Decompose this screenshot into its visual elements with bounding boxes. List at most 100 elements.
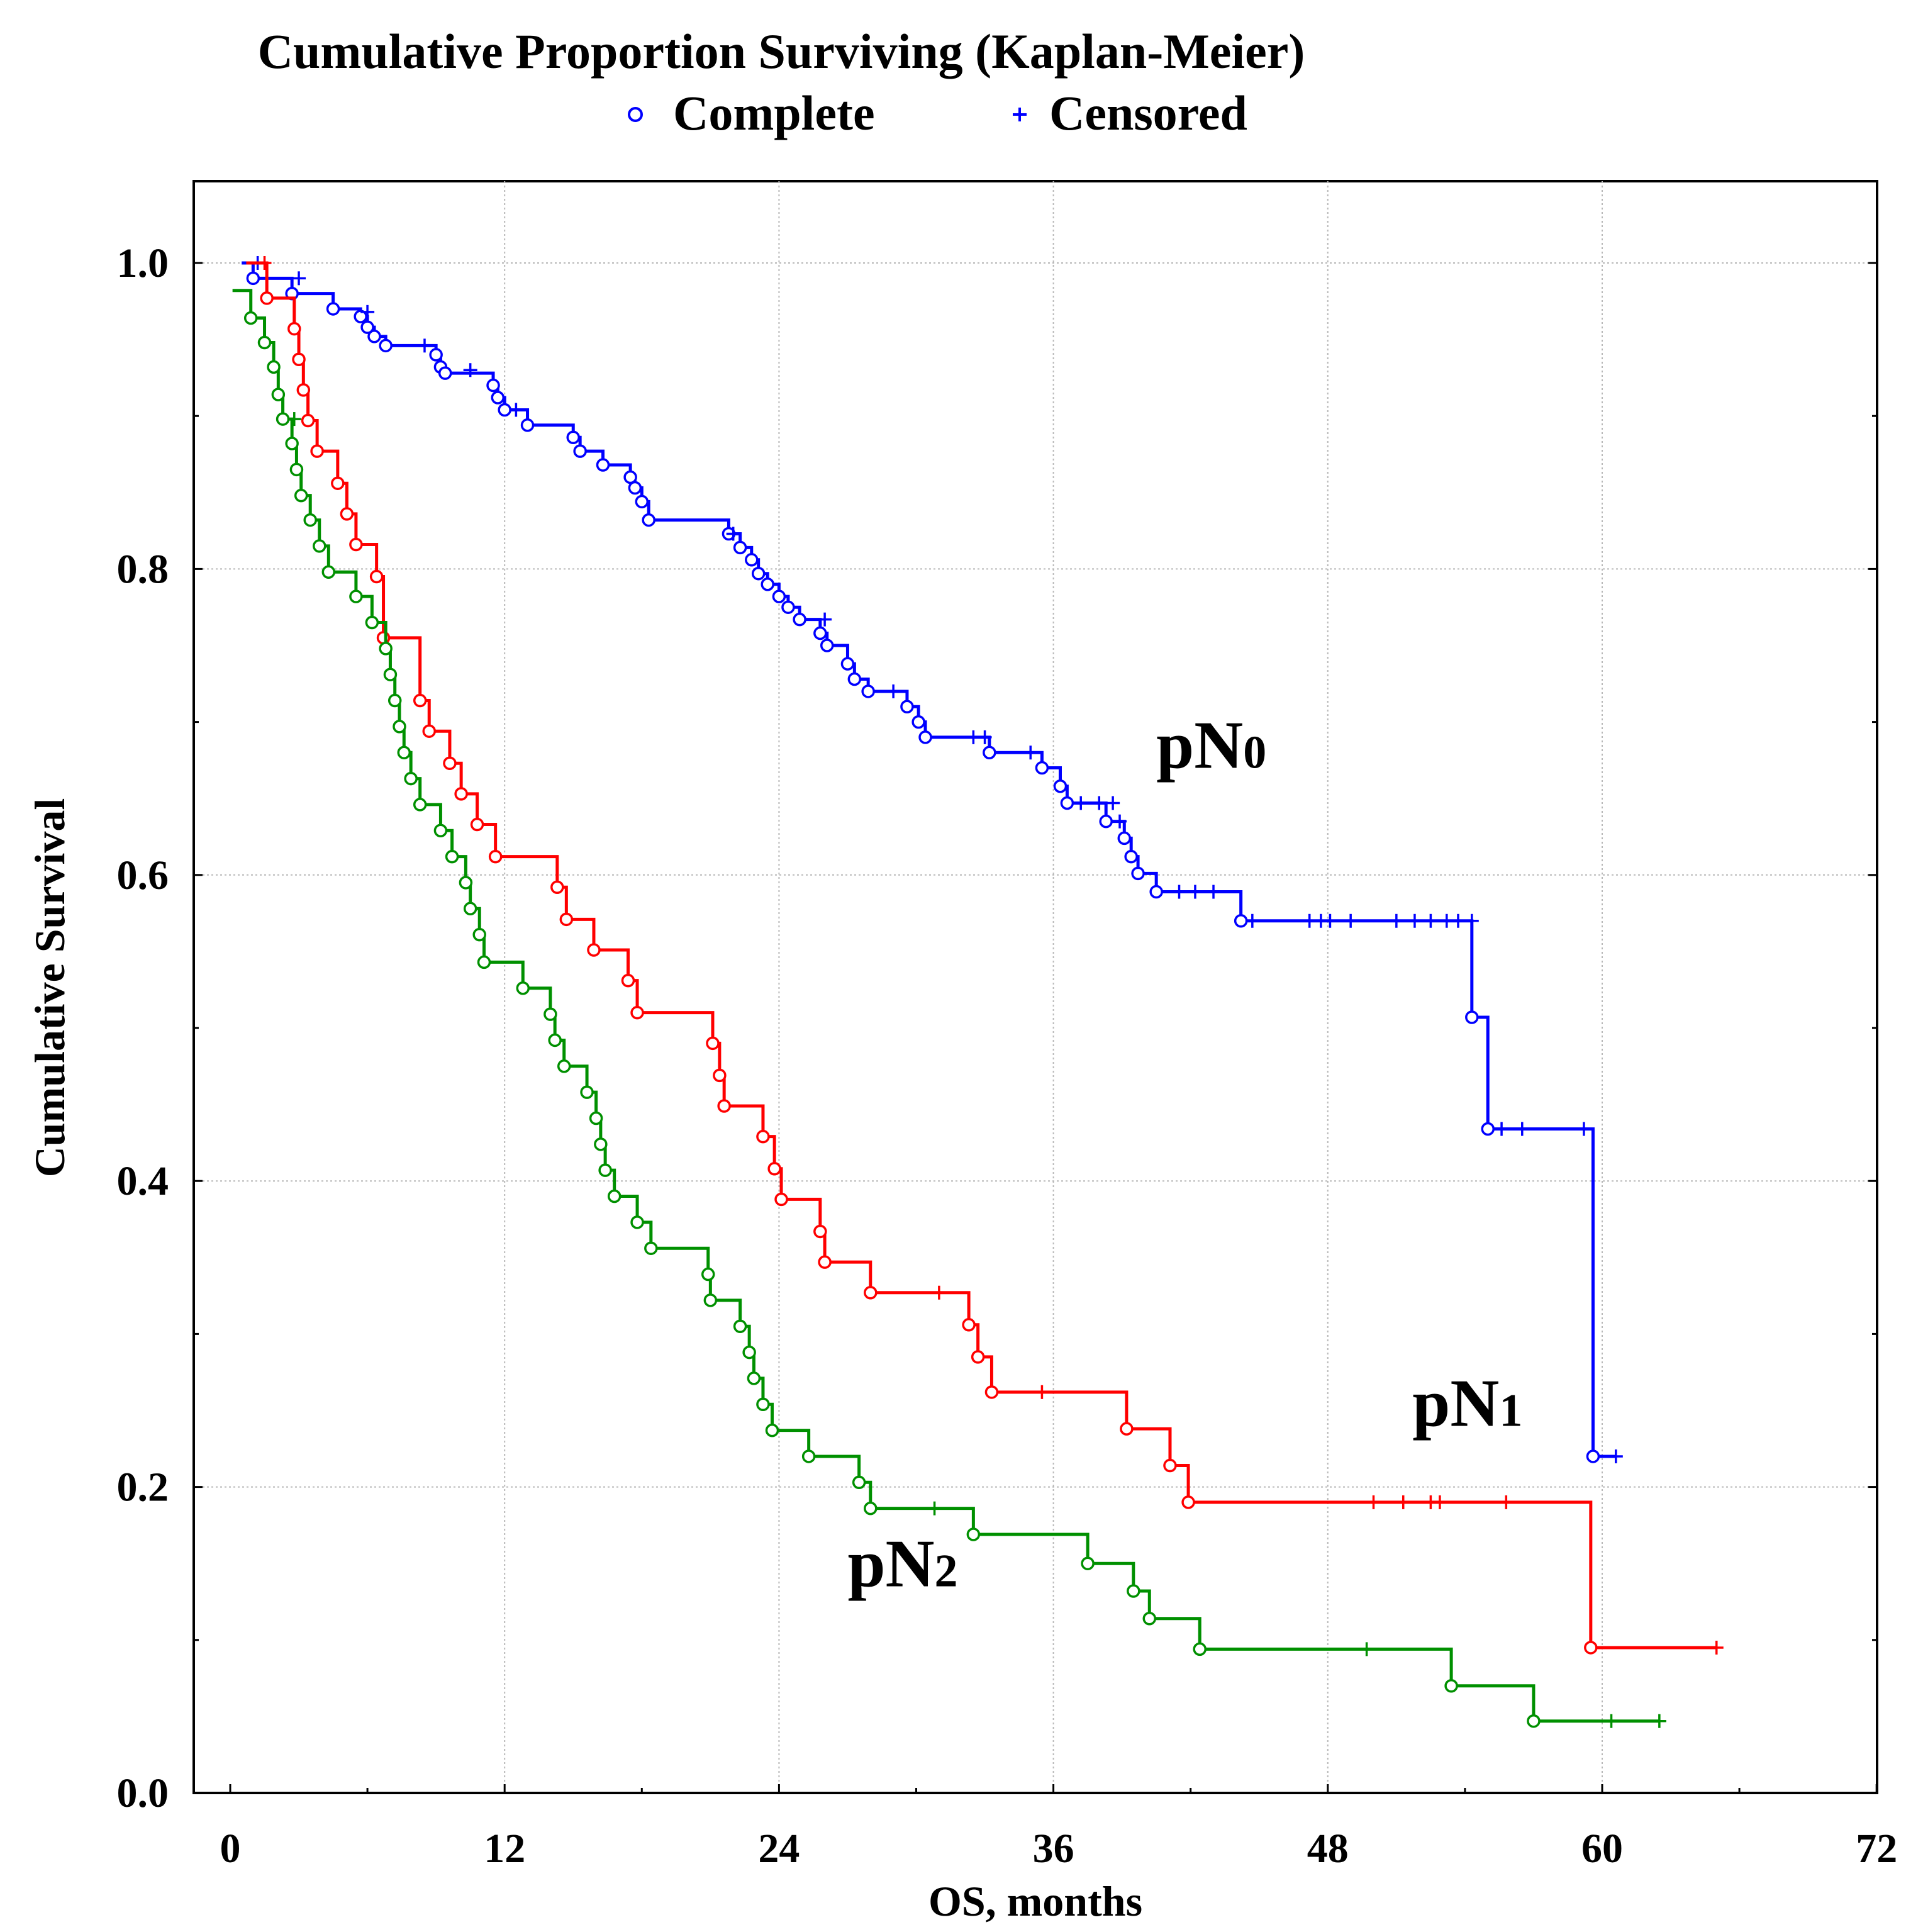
x-tick-label: 48 [1307,1826,1349,1872]
event-marker [628,481,642,495]
event-marker [516,981,530,995]
event-marker [445,849,459,864]
event-marker [443,756,457,771]
event-marker [313,539,326,553]
censored-marker [1424,913,1438,928]
event-marker [1131,866,1145,881]
event-marker [1053,779,1067,793]
event-marker [765,1423,779,1438]
event-marker [630,1215,644,1229]
event-marker [413,693,427,708]
censored-marker [292,271,306,286]
event-marker [470,817,484,832]
event-marker [1117,831,1132,846]
event-marker [438,366,452,380]
event-marker [543,1007,557,1021]
event-marker [813,1224,827,1239]
censored-marker [1207,885,1221,899]
series-label-subscript: 1 [1499,1385,1522,1436]
x-tick-label: 36 [1033,1826,1074,1872]
legend: Complete Censored [628,86,1247,140]
x-tick-label: 24 [758,1826,800,1872]
event-marker [847,672,862,686]
event-marker [818,1255,832,1269]
event-marker [422,724,436,738]
survival-curve-pn2 [232,289,1659,1723]
event-marker [840,657,855,671]
event-marker [747,1371,761,1385]
censored-marker [1451,913,1465,928]
censored-marker [1432,1495,1447,1509]
event-marker [267,360,281,374]
censored-marker [978,730,992,744]
event-marker [310,444,324,458]
censored-marker [360,304,375,319]
event-marker [404,771,418,786]
event-marker [369,569,384,584]
event-marker [550,880,564,895]
censored-marker [1188,885,1202,899]
event-marker [852,1475,866,1490]
series-pn2: pN2 [232,289,1666,1728]
event-marker [1465,1010,1479,1024]
event-marker [1181,1495,1195,1509]
event-marker [801,1449,816,1463]
event-marker [918,730,932,744]
event-marker [864,1285,878,1300]
censored-marker [1652,1714,1666,1728]
event-marker [1586,1449,1600,1463]
censored-marker [1396,1495,1410,1509]
event-marker [321,565,336,579]
event-marker [1584,1641,1598,1655]
event-marker [756,1129,770,1144]
event-marker [433,824,448,838]
event-marker [594,1137,608,1151]
event-marker [1234,914,1248,928]
censored-marker [1576,1122,1591,1136]
series-label-subscript: 2 [935,1546,958,1597]
event-marker [580,1085,594,1099]
plot-frame [192,180,1878,1794]
event-marker [621,973,635,988]
event-marker [566,430,580,444]
x-tick-label: 60 [1581,1826,1623,1872]
censored-marker [287,412,301,427]
event-marker [326,302,340,316]
censored-marker [1106,796,1120,810]
censored-marker [1113,814,1127,829]
event-marker [472,927,486,942]
censored-marker [1495,1122,1509,1136]
event-marker [781,600,795,614]
event-marker [331,476,345,490]
event-marker [1149,885,1163,899]
event-marker [607,1189,621,1203]
event-marker [491,391,505,405]
event-marker [742,1345,756,1360]
censored-marker [886,684,901,698]
x-tick-label: 12 [484,1826,525,1872]
event-marker [966,1527,981,1541]
event-marker [733,1319,747,1333]
y-tick-label: 0.2 [117,1465,169,1510]
event-marker [1120,1422,1134,1436]
event-marker [1481,1122,1495,1136]
event-marker [984,1385,999,1399]
event-marker [488,849,503,864]
event-marker [761,577,774,591]
censored-marker [1515,1122,1529,1136]
event-marker [292,352,306,366]
event-marker [1099,814,1113,829]
event-marker [294,488,308,503]
event-marker [1060,796,1074,810]
event-marker [701,1267,715,1281]
event-marker [971,1350,985,1364]
y-tick-label: 0.4 [117,1158,169,1204]
event-marker [962,1318,976,1332]
event-marker [296,383,311,397]
event-marker [243,311,258,325]
censored-marker [1323,913,1337,928]
event-marker [349,589,363,603]
event-marker [598,1163,612,1177]
censored-marker [1604,1714,1619,1728]
event-marker [548,1033,562,1047]
